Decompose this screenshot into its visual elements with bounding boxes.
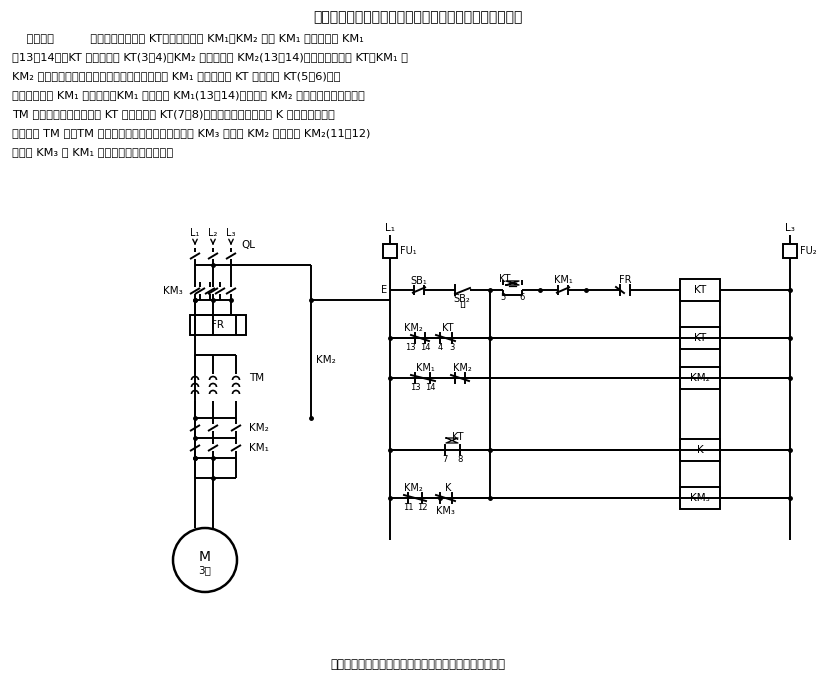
Text: K: K [445,483,451,493]
Text: KT: KT [443,323,453,333]
Bar [680,367,720,389]
Bar [783,244,797,258]
Text: 时后断开，使 KM₁ 失电释放，KM₁ 常开触点 KM₁(13－14)即断，使 KM₂ 失电释放，自耦变压器: 时后断开，使 KM₁ 失电释放，KM₁ 常开触点 KM₁(13－14)即断，使 … [12,90,365,100]
Text: K: K [696,445,703,455]
Text: KM₁: KM₁ [249,443,269,453]
Text: 12: 12 [417,503,428,511]
Text: 7: 7 [443,454,448,464]
Text: 13: 13 [405,343,415,352]
Bar [680,279,720,301]
Text: SB₁: SB₁ [411,276,428,286]
Text: 8: 8 [458,454,463,464]
Text: KM₂: KM₂ [249,423,269,433]
Text: KT: KT [694,333,706,343]
Text: 3～: 3～ [199,565,211,575]
Text: L₁: L₁ [190,228,200,238]
Text: E: E [381,285,387,295]
Text: 利用时间继电器多余触点的自耦变压器降压启动控制电路: 利用时间继电器多余触点的自耦变压器降压启动控制电路 [313,10,523,24]
Text: FR: FR [211,320,225,330]
Text: KM₃: KM₃ [164,286,183,296]
Text: KM₃: KM₃ [690,493,710,503]
Text: KM₃: KM₃ [436,506,454,516]
Text: KM₂: KM₂ [690,373,710,383]
Text: L₁: L₁ [385,223,395,233]
Text: 13: 13 [410,382,420,392]
Text: SB₂: SB₂ [453,294,470,304]
Text: KM₂: KM₂ [403,483,423,493]
Text: QL: QL [241,240,255,250]
Text: 11: 11 [402,503,413,511]
Text: 电路如图          所示，时间继电器 KT、启动接触器 KM₁、KM₂ 通过 KM₁ 的常开触点 KM₁: 电路如图 所示，时间继电器 KT、启动接触器 KM₁、KM₂ 通过 KM₁ 的常… [12,33,364,43]
Bar [680,439,720,461]
Text: KM₂: KM₂ [453,363,472,373]
Text: KT: KT [453,432,463,442]
Text: Ll: Ll [459,301,467,311]
Text: KT: KT [694,285,706,295]
Text: KM₂ 自身或回路故障，电动机均不能启动。串于 KM₁ 控制回路的 KT 延时触点 KT(5－6)经延: KM₂ 自身或回路故障，电动机均不能启动。串于 KM₁ 控制回路的 KT 延时触… [12,71,341,81]
Text: M: M [199,550,211,564]
Text: 3: 3 [449,343,455,352]
Text: TM 退出运行。这样，即使 KT 的延时触点 KT(7－8)接触不良或中间继电器 K 发生故障而不能: TM 退出运行。这样，即使 KT 的延时触点 KT(7－8)接触不良或中间继电器… [12,109,335,119]
Text: L₃: L₃ [226,228,235,238]
Text: FU₁: FU₁ [400,246,417,256]
Text: 4: 4 [438,343,443,352]
Text: 14: 14 [420,343,430,352]
Text: 可消除 KM₃ 与 KM₁ 之间的飞弧引起的短路。: 可消除 KM₃ 与 KM₁ 之间的飞弧引起的短路。 [12,147,173,157]
Text: L₂: L₂ [208,228,218,238]
Text: （13－14）、KT 的常开触点 KT(3－4)、KM₂ 的常开触点 KM₂(13－14)相互联锁。不论 KT、KM₁ 或: （13－14）、KT 的常开触点 KT(3－4)、KM₂ 的常开触点 KM₂(1… [12,52,408,62]
Text: KM₂: KM₂ [316,355,336,365]
Text: FR: FR [619,275,631,285]
Bar [680,487,720,509]
Bar [383,244,397,258]
Bar [680,327,720,349]
Text: TM: TM [249,373,264,383]
Text: KM₁: KM₁ [554,275,572,285]
Bar [190,315,246,335]
Text: 6: 6 [519,294,524,303]
Text: KT: KT [499,274,511,284]
Text: 可靠切换 TM 时，TM 也不会因此而烧毁。串于接触器 KM₃ 回路的 KM₂ 常闭触点 KM₂(11－12): 可靠切换 TM 时，TM 也不会因此而烧毁。串于接触器 KM₃ 回路的 KM₂ … [12,128,371,138]
Text: KM₁: KM₁ [416,363,434,373]
Text: L₃: L₃ [785,223,795,233]
Text: 利用时间继电器多余触点的自耦变压器降压启动控制电路: 利用时间继电器多余触点的自耦变压器降压启动控制电路 [331,658,505,672]
Text: FU₂: FU₂ [800,246,817,256]
Text: KM₂: KM₂ [403,323,423,333]
Text: 5: 5 [500,294,506,303]
Text: 14: 14 [425,382,435,392]
